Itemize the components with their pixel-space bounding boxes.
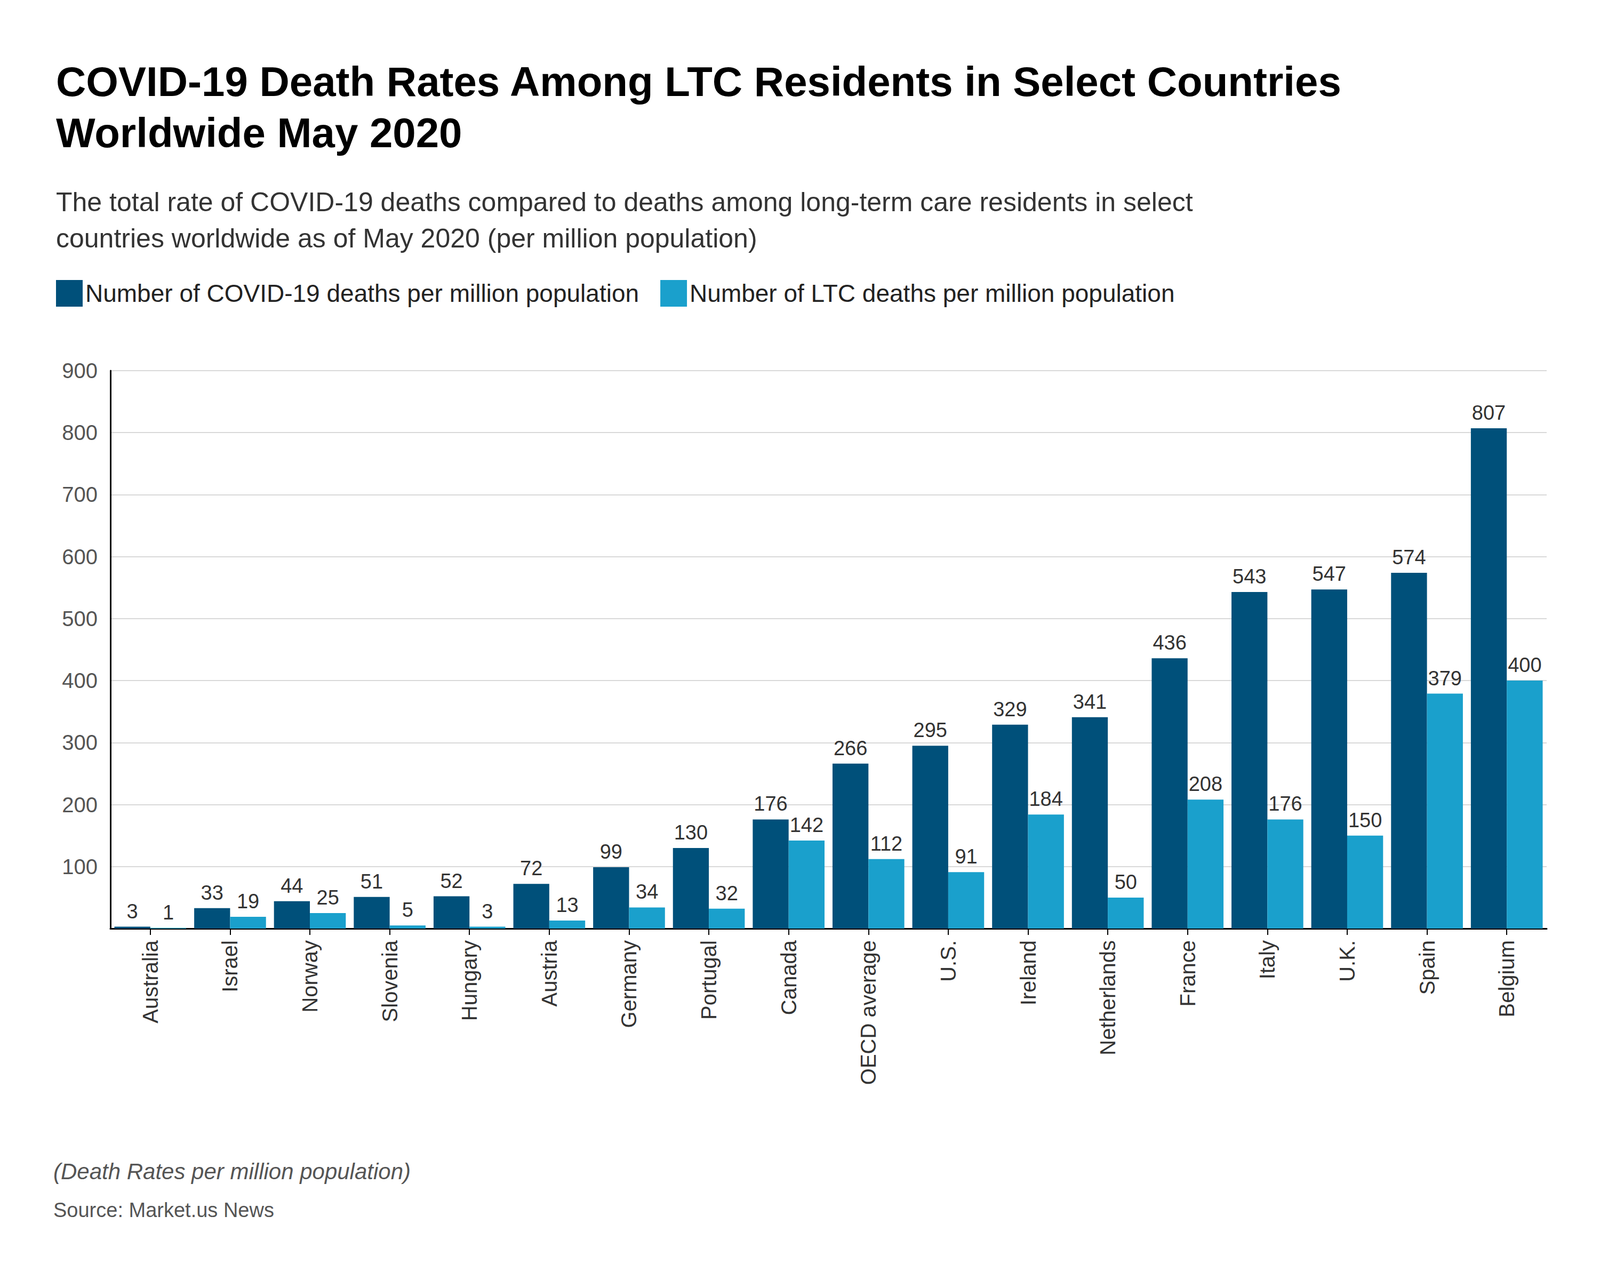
- svg-text:Austria: Austria: [537, 939, 562, 1007]
- svg-text:436: 436: [1152, 631, 1187, 654]
- svg-text:(Death Rates per million popul: (Death Rates per million population): [53, 1158, 411, 1184]
- svg-text:51: 51: [360, 870, 383, 893]
- svg-text:400: 400: [1507, 653, 1542, 677]
- svg-text:574: 574: [1392, 546, 1426, 569]
- svg-text:99: 99: [600, 840, 623, 863]
- svg-text:900: 900: [61, 358, 98, 383]
- svg-text:379: 379: [1428, 667, 1462, 690]
- svg-text:Spain: Spain: [1415, 940, 1439, 995]
- svg-text:COVID-19 Death Rates Among LTC: COVID-19 Death Rates Among LTC Residents…: [56, 58, 1353, 106]
- svg-text:208: 208: [1188, 772, 1223, 796]
- svg-text:Worldwide May 2020: Worldwide May 2020: [56, 109, 463, 157]
- svg-text:France: France: [1176, 940, 1200, 1007]
- svg-text:Italy: Italy: [1255, 940, 1279, 980]
- svg-text:150: 150: [1348, 809, 1382, 832]
- svg-text:543: 543: [1232, 565, 1267, 588]
- svg-text:266: 266: [833, 737, 868, 760]
- svg-text:184: 184: [1028, 787, 1063, 811]
- svg-text:130: 130: [674, 821, 708, 844]
- svg-text:Ireland: Ireland: [1016, 940, 1040, 1006]
- svg-text:547: 547: [1312, 562, 1347, 586]
- svg-text:300: 300: [61, 730, 98, 755]
- svg-text:Netherlands: Netherlands: [1096, 940, 1120, 1056]
- svg-text:176: 176: [753, 792, 788, 815]
- svg-text:Norway: Norway: [298, 940, 322, 1013]
- svg-text:50: 50: [1114, 870, 1138, 894]
- svg-text:33: 33: [201, 881, 224, 904]
- svg-text:Source: Market.us News: Source: Market.us News: [53, 1198, 275, 1222]
- svg-text:Israel: Israel: [218, 940, 242, 993]
- svg-text:176: 176: [1268, 792, 1302, 815]
- svg-text:U.S.: U.S.: [936, 940, 960, 982]
- svg-text:The total rate of COVID-19 dea: The total rate of COVID-19 deaths compar…: [56, 187, 1201, 218]
- svg-text:25: 25: [316, 886, 340, 909]
- svg-text:1: 1: [162, 901, 174, 924]
- svg-text:112: 112: [870, 832, 903, 855]
- svg-text:800: 800: [61, 420, 98, 445]
- svg-text:600: 600: [61, 545, 98, 569]
- svg-text:200: 200: [61, 793, 98, 817]
- svg-text:Number of COVID-19 deaths per: Number of COVID-19 deaths per million po…: [85, 279, 639, 308]
- svg-text:295: 295: [913, 718, 948, 742]
- svg-text:34: 34: [635, 880, 659, 903]
- svg-text:Number of LTC deaths per milli: Number of LTC deaths per million populat…: [689, 279, 1175, 308]
- svg-text:341: 341: [1073, 690, 1107, 714]
- svg-text:Australia: Australia: [138, 939, 163, 1023]
- svg-text:91: 91: [954, 845, 978, 868]
- svg-text:3: 3: [481, 900, 493, 923]
- svg-text:19: 19: [236, 890, 260, 913]
- svg-text:5: 5: [402, 898, 414, 922]
- svg-text:countries worldwide as of May: countries worldwide as of May 2020 (per …: [56, 223, 758, 254]
- svg-text:Germany: Germany: [617, 940, 641, 1029]
- svg-text:Portugal: Portugal: [697, 940, 721, 1020]
- svg-text:Slovenia: Slovenia: [378, 939, 402, 1022]
- svg-text:3: 3: [126, 900, 139, 923]
- svg-text:400: 400: [61, 668, 98, 693]
- svg-text:700: 700: [61, 482, 98, 507]
- svg-text:72: 72: [520, 857, 543, 880]
- svg-text:13: 13: [555, 893, 579, 917]
- svg-text:44: 44: [280, 874, 303, 898]
- svg-text:807: 807: [1472, 401, 1506, 424]
- svg-text:329: 329: [993, 698, 1027, 721]
- svg-text:U.K.: U.K.: [1335, 940, 1359, 982]
- svg-text:Belgium: Belgium: [1494, 940, 1519, 1018]
- svg-text:500: 500: [61, 606, 98, 631]
- svg-text:32: 32: [715, 882, 739, 905]
- svg-text:142: 142: [789, 813, 824, 837]
- svg-text:100: 100: [61, 854, 98, 879]
- svg-text:Hungary: Hungary: [457, 940, 482, 1021]
- svg-text:Canada: Canada: [777, 939, 801, 1015]
- svg-text:OECD average: OECD average: [856, 940, 880, 1085]
- svg-text:52: 52: [440, 869, 463, 893]
